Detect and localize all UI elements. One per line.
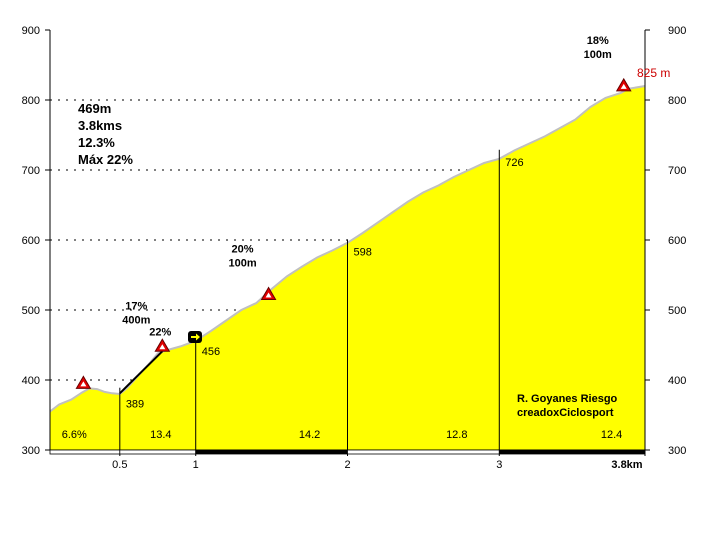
km-markers: 389 456 598 726: [119, 149, 524, 450]
axes: 300 300 400 400 500 500 600 600 700 700 800 800 900 9…: [22, 25, 687, 471]
segment-gradient-3: 12.8: [446, 429, 467, 441]
km-marker-elevation-0: 389: [126, 399, 144, 411]
y-tick-right-500: 500: [668, 305, 686, 317]
segment-gradient-0: 6.6%: [62, 429, 87, 441]
y-tick-left-400: 400: [22, 375, 40, 387]
warning-length-3: 100m: [584, 49, 612, 61]
x-tick-label-0: 0.5: [112, 459, 127, 471]
y-tick-right-800: 800: [668, 95, 686, 107]
km-bar-segment-4: [498, 449, 646, 455]
km-bar-segment-3: [347, 449, 500, 455]
summit-label: 825 m: [637, 66, 670, 80]
credit-tool: creadoxCiclosport: [517, 407, 614, 419]
warning-icon-1: [154, 338, 171, 352]
x-tick-label-3: 3: [496, 459, 502, 471]
km-bar: [49, 449, 646, 455]
labels: 6.6% 13.4 14.2 12.8 12.4 17% 400m 20% 100m 18% 100…: [62, 35, 632, 441]
warning-length-2: 100m: [229, 258, 257, 270]
y-tick-right-900: 900: [668, 25, 686, 37]
km-bar-segment-1: [119, 449, 197, 455]
segment-gradient-2: 14.2: [299, 429, 320, 441]
y-tick-right-700: 700: [668, 165, 686, 177]
credit-author: R. Goyanes Riesgo: [517, 393, 618, 405]
steep-section-line: [119, 350, 164, 395]
y-tick-left-500: 500: [22, 305, 40, 317]
km-bar-segment-0: [49, 449, 121, 455]
km-marker-elevation-2: 598: [354, 246, 372, 258]
y-tick-right-300: 300: [668, 445, 686, 457]
credits: R. Goyanes Riesgo creadoxCiclosport: [517, 393, 618, 419]
summary-box: 469m 3.8kms 12.3% Máx 22%: [78, 101, 133, 167]
y-tick-left-700: 700: [22, 165, 40, 177]
warning-inner-1: [159, 344, 166, 350]
summary-gain: 469m: [78, 101, 111, 116]
warning-gradient-3: 18%: [587, 35, 609, 47]
warning-icon-3: [615, 77, 632, 92]
segment-gradient-1: 13.4: [150, 429, 171, 441]
km-bar-segment-2: [195, 449, 348, 455]
warning-max-gradient: 22%: [149, 326, 171, 338]
x-tick-label-1: 1: [193, 459, 199, 471]
x-tick-label-2: 2: [344, 459, 350, 471]
warning-inner-0: [80, 381, 87, 387]
y-tick-left-300: 300: [22, 445, 40, 457]
warning-inner-2: [265, 292, 272, 298]
y-tick-left-800: 800: [22, 95, 40, 107]
segment-gradient-4: 12.4: [601, 429, 622, 441]
warning-icon-2: [260, 286, 277, 300]
warning-gradient-1: 17%: [125, 300, 147, 312]
warning-icon-0: [75, 375, 92, 389]
y-tick-left-900: 900: [22, 25, 40, 37]
km-marker-elevation-1: 456: [202, 346, 220, 358]
arrow-icon: [188, 331, 202, 343]
y-tick-left-600: 600: [22, 235, 40, 247]
summary-avg-gradient: 12.3%: [78, 135, 115, 150]
y-tick-right-600: 600: [668, 235, 686, 247]
warning-inner-3: [620, 83, 627, 89]
warning-length-1: 400m: [122, 314, 150, 326]
warning-gradient-2: 20%: [232, 244, 254, 256]
y-tick-right-400: 400: [668, 375, 686, 387]
profile-line: [49, 85, 646, 413]
x-tick-label-4: 3.8km: [611, 459, 642, 471]
km-marker-elevation-3: 726: [505, 157, 523, 169]
summary-distance: 3.8kms: [78, 118, 122, 133]
summary-max-gradient: Máx 22%: [78, 152, 133, 167]
